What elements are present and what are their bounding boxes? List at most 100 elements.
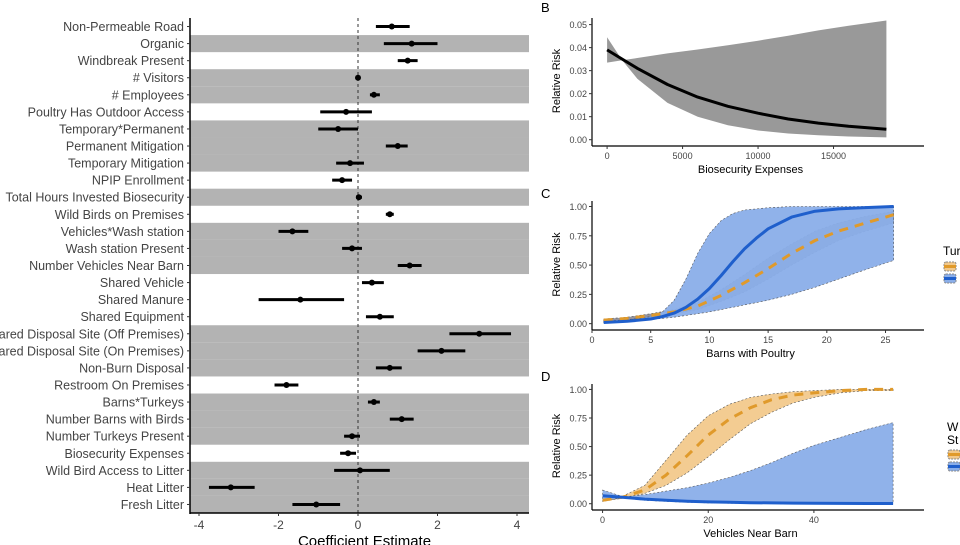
x-tick-label: -2	[273, 518, 284, 532]
y-tick-label: 0.01	[569, 112, 587, 122]
x-axis-title: Vehicles Near Barn	[703, 528, 797, 540]
point-estimate	[343, 108, 350, 115]
y-tick-label: Shared Disposal Site (On Premises)	[0, 344, 184, 358]
x-tick-label: 15000	[821, 151, 846, 161]
row-band	[190, 222, 529, 240]
row-band	[190, 256, 529, 275]
y-axis-title: Relative Risk	[551, 232, 563, 297]
point-estimate	[339, 177, 346, 184]
point-estimate	[355, 74, 361, 81]
x-tick-label: 15	[763, 335, 773, 345]
y-tick-label: Number Vehicles Near Barn	[29, 259, 184, 273]
y-tick-label: Organic	[140, 37, 184, 51]
y-tick-label: 0.05	[569, 20, 587, 30]
y-tick-label: 0.00	[569, 319, 587, 329]
y-tick-label: Temporary*Permanent	[59, 122, 185, 136]
y-tick-label: Shared Vehicle	[100, 276, 184, 290]
y-tick-label: Windbreak Present	[78, 54, 185, 68]
point-estimate	[408, 40, 415, 47]
y-tick-label: NPIP Enrollment	[92, 174, 185, 188]
y-tick-label: Shared Equipment	[80, 310, 184, 324]
row-band	[190, 35, 529, 53]
y-tick-label: # Visitors	[133, 71, 184, 85]
y-tick-label: 1.00	[569, 385, 587, 395]
y-tick-label: Wash station Present	[66, 242, 185, 256]
x-tick-label: -4	[194, 518, 205, 532]
y-tick-label: 0.00	[569, 499, 587, 509]
row-band	[190, 86, 529, 104]
panel-label: B	[541, 0, 550, 15]
point-estimate	[476, 330, 483, 337]
point-estimate	[297, 296, 304, 303]
x-tick-label: 20	[703, 515, 713, 525]
point-estimate	[335, 125, 342, 132]
confidence-band-blue	[603, 206, 894, 323]
fit-line-blue	[602, 494, 894, 505]
x-tick-label: 20	[822, 335, 832, 345]
y-tick-label: Shared Manure	[98, 293, 184, 307]
point-estimate	[368, 279, 375, 286]
legend-title: W	[947, 420, 959, 434]
point-estimate	[398, 416, 405, 423]
row-band	[190, 495, 529, 513]
row-band	[190, 342, 529, 360]
point-estimate	[394, 143, 401, 150]
point-estimate	[355, 194, 362, 201]
x-tick-label: 4	[514, 518, 521, 532]
y-tick-label: 1.00	[569, 202, 587, 212]
y-tick-label: Total Hours Invested Biosecurity	[5, 191, 184, 205]
panel-label: D	[541, 369, 550, 384]
y-tick-label: Vehicles*Wash station	[61, 225, 184, 239]
point-estimate	[376, 313, 383, 320]
x-tick-label: 0	[605, 151, 610, 161]
confidence-band-fit	[607, 20, 887, 138]
x-tick-label: 10	[704, 335, 714, 345]
point-estimate	[370, 91, 377, 98]
y-tick-label: 0.75	[569, 414, 587, 424]
y-tick-label: 0.50	[569, 442, 587, 452]
x-tick-label: 40	[809, 515, 819, 525]
panel-c	[589, 201, 924, 333]
y-tick-label: Wild Bird Access to Litter	[46, 464, 184, 478]
legend-title: Tur	[943, 244, 960, 258]
panel-d	[589, 384, 924, 513]
x-tick-label: 5000	[673, 151, 693, 161]
row-band	[190, 120, 529, 138]
y-tick-label: Biosecurity Expenses	[64, 447, 184, 461]
point-estimate	[227, 484, 234, 491]
point-estimate	[386, 211, 393, 218]
y-tick-label: 0.25	[569, 290, 587, 300]
y-tick-label: 0.50	[569, 261, 587, 271]
y-tick-label: Poultry Has Outdoor Access	[28, 105, 184, 119]
legend-title: St	[947, 433, 959, 447]
x-axis-title: Barns with Poultry	[706, 348, 795, 360]
point-estimate	[356, 467, 363, 474]
x-tick-label: 5	[648, 335, 653, 345]
panel-label: C	[541, 186, 550, 201]
panel-a	[187, 18, 529, 516]
point-estimate	[349, 245, 356, 252]
y-tick-label: Temporary Mitigation	[68, 157, 184, 171]
point-estimate	[370, 399, 377, 406]
point-estimate	[289, 228, 296, 235]
x-axis-title: Biosecurity Expenses	[698, 164, 804, 176]
row-band	[190, 325, 529, 343]
x-tick-label: 2	[434, 518, 441, 532]
fit-line-fit	[606, 48, 887, 131]
x-tick-label: 10000	[746, 151, 771, 161]
x-tick-label: 0	[600, 515, 605, 525]
y-tick-label: Permanent Mitigation	[66, 140, 184, 154]
point-estimate	[386, 364, 393, 371]
x-tick-label: 0	[589, 335, 594, 345]
y-axis-title: Relative Risk	[551, 413, 563, 478]
y-tick-label: 0.25	[569, 471, 587, 481]
x-tick-label: 25	[881, 335, 891, 345]
point-estimate	[345, 450, 352, 457]
point-estimate	[283, 381, 290, 388]
row-band	[190, 410, 529, 428]
row-band	[190, 359, 529, 377]
point-estimate	[438, 347, 445, 354]
y-tick-label: # Employees	[112, 88, 184, 102]
y-tick-label: 0.02	[569, 89, 587, 99]
